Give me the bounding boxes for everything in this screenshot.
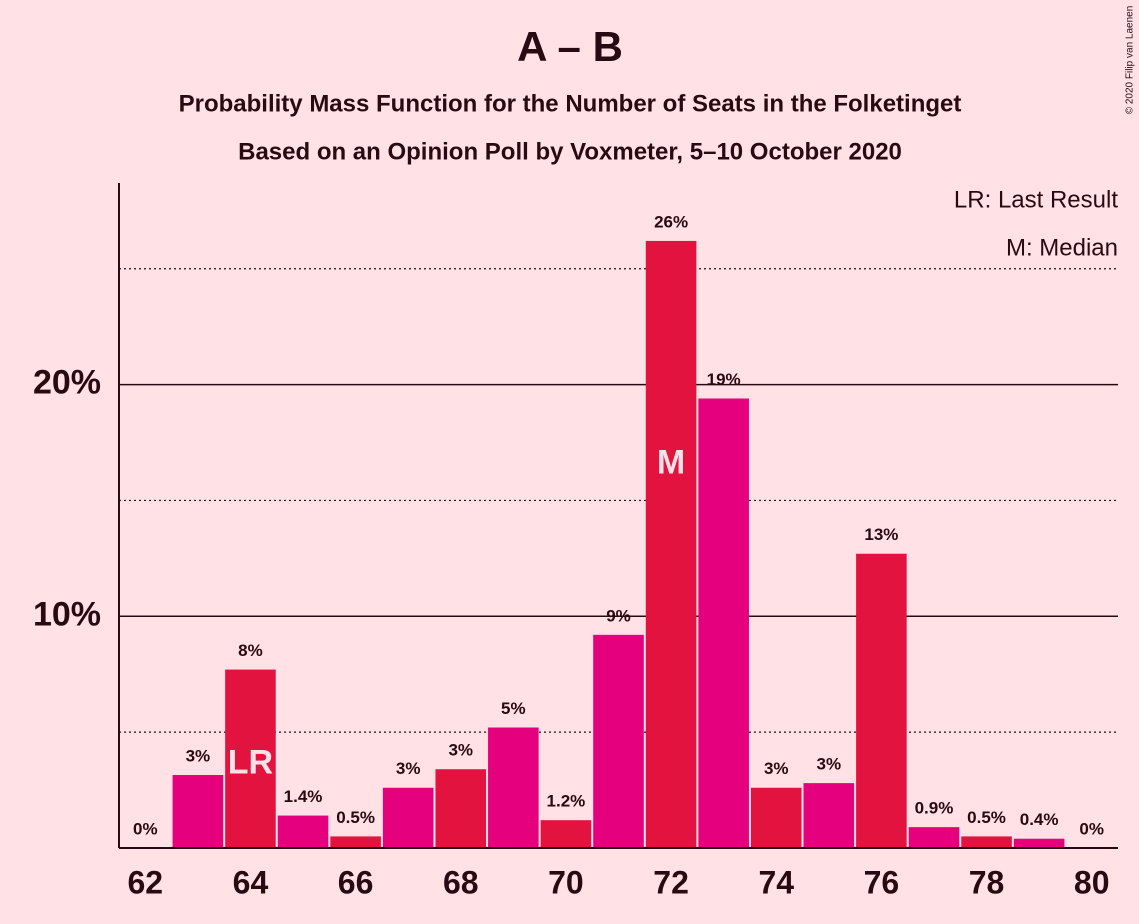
- bar: [856, 553, 907, 848]
- value-label: 0.4%: [1020, 810, 1059, 829]
- bar: [277, 815, 329, 848]
- value-label: 3%: [396, 759, 421, 778]
- bar: [172, 775, 224, 848]
- bar: [382, 787, 434, 848]
- x-tick-label: 70: [548, 864, 584, 900]
- x-tick-label: 76: [864, 864, 900, 900]
- y-tick-label: 10%: [33, 595, 101, 633]
- x-tick-label: 66: [338, 864, 374, 900]
- bar-marker: M: [657, 443, 685, 481]
- bar: [435, 769, 487, 848]
- bar: [961, 836, 1012, 848]
- bar: [225, 669, 276, 848]
- legend-entry: LR: Last Result: [954, 186, 1118, 213]
- value-label: 19%: [707, 370, 741, 389]
- bar: [698, 398, 749, 848]
- value-label: 26%: [654, 212, 688, 231]
- x-tick-label: 80: [1074, 864, 1110, 900]
- value-label: 0.5%: [967, 808, 1006, 827]
- bar-marker: LR: [228, 744, 273, 782]
- value-label: 3%: [764, 759, 789, 778]
- value-label: 0.5%: [336, 808, 375, 827]
- value-label: 0%: [1079, 819, 1104, 838]
- bar: [330, 836, 381, 848]
- value-label: 3%: [448, 741, 473, 760]
- value-label: 8%: [238, 641, 263, 660]
- value-label: 1.4%: [284, 787, 323, 806]
- bar: [750, 787, 802, 848]
- x-tick-label: 62: [127, 864, 163, 900]
- bar: [540, 820, 592, 848]
- value-label: 3%: [817, 755, 842, 774]
- legend-entry: M: Median: [1006, 234, 1118, 261]
- value-label: 0.9%: [915, 799, 954, 818]
- value-label: 13%: [864, 525, 898, 544]
- value-label: 9%: [606, 606, 631, 625]
- value-label: 3%: [186, 746, 211, 765]
- chart-subtitle: Probability Mass Function for the Number…: [179, 90, 962, 117]
- y-tick-label: 20%: [33, 364, 101, 402]
- value-label: 0%: [133, 819, 158, 838]
- x-tick-label: 78: [969, 864, 1005, 900]
- value-label: 1.2%: [547, 792, 586, 811]
- x-tick-label: 72: [653, 864, 689, 900]
- chart-subtitle: Based on an Opinion Poll by Voxmeter, 5–…: [238, 138, 902, 165]
- bar: [645, 240, 697, 849]
- bar: [908, 827, 960, 848]
- x-tick-label: 74: [758, 864, 794, 900]
- chart-title: A – B: [517, 23, 623, 70]
- bar: [803, 783, 855, 848]
- bar: [1013, 838, 1065, 848]
- value-label: 5%: [501, 699, 526, 718]
- copyright: © 2020 Filip van Laenen: [1125, 6, 1136, 115]
- x-tick-label: 64: [233, 864, 269, 900]
- bar: [593, 634, 644, 848]
- bar: [488, 727, 539, 848]
- x-tick-label: 68: [443, 864, 479, 900]
